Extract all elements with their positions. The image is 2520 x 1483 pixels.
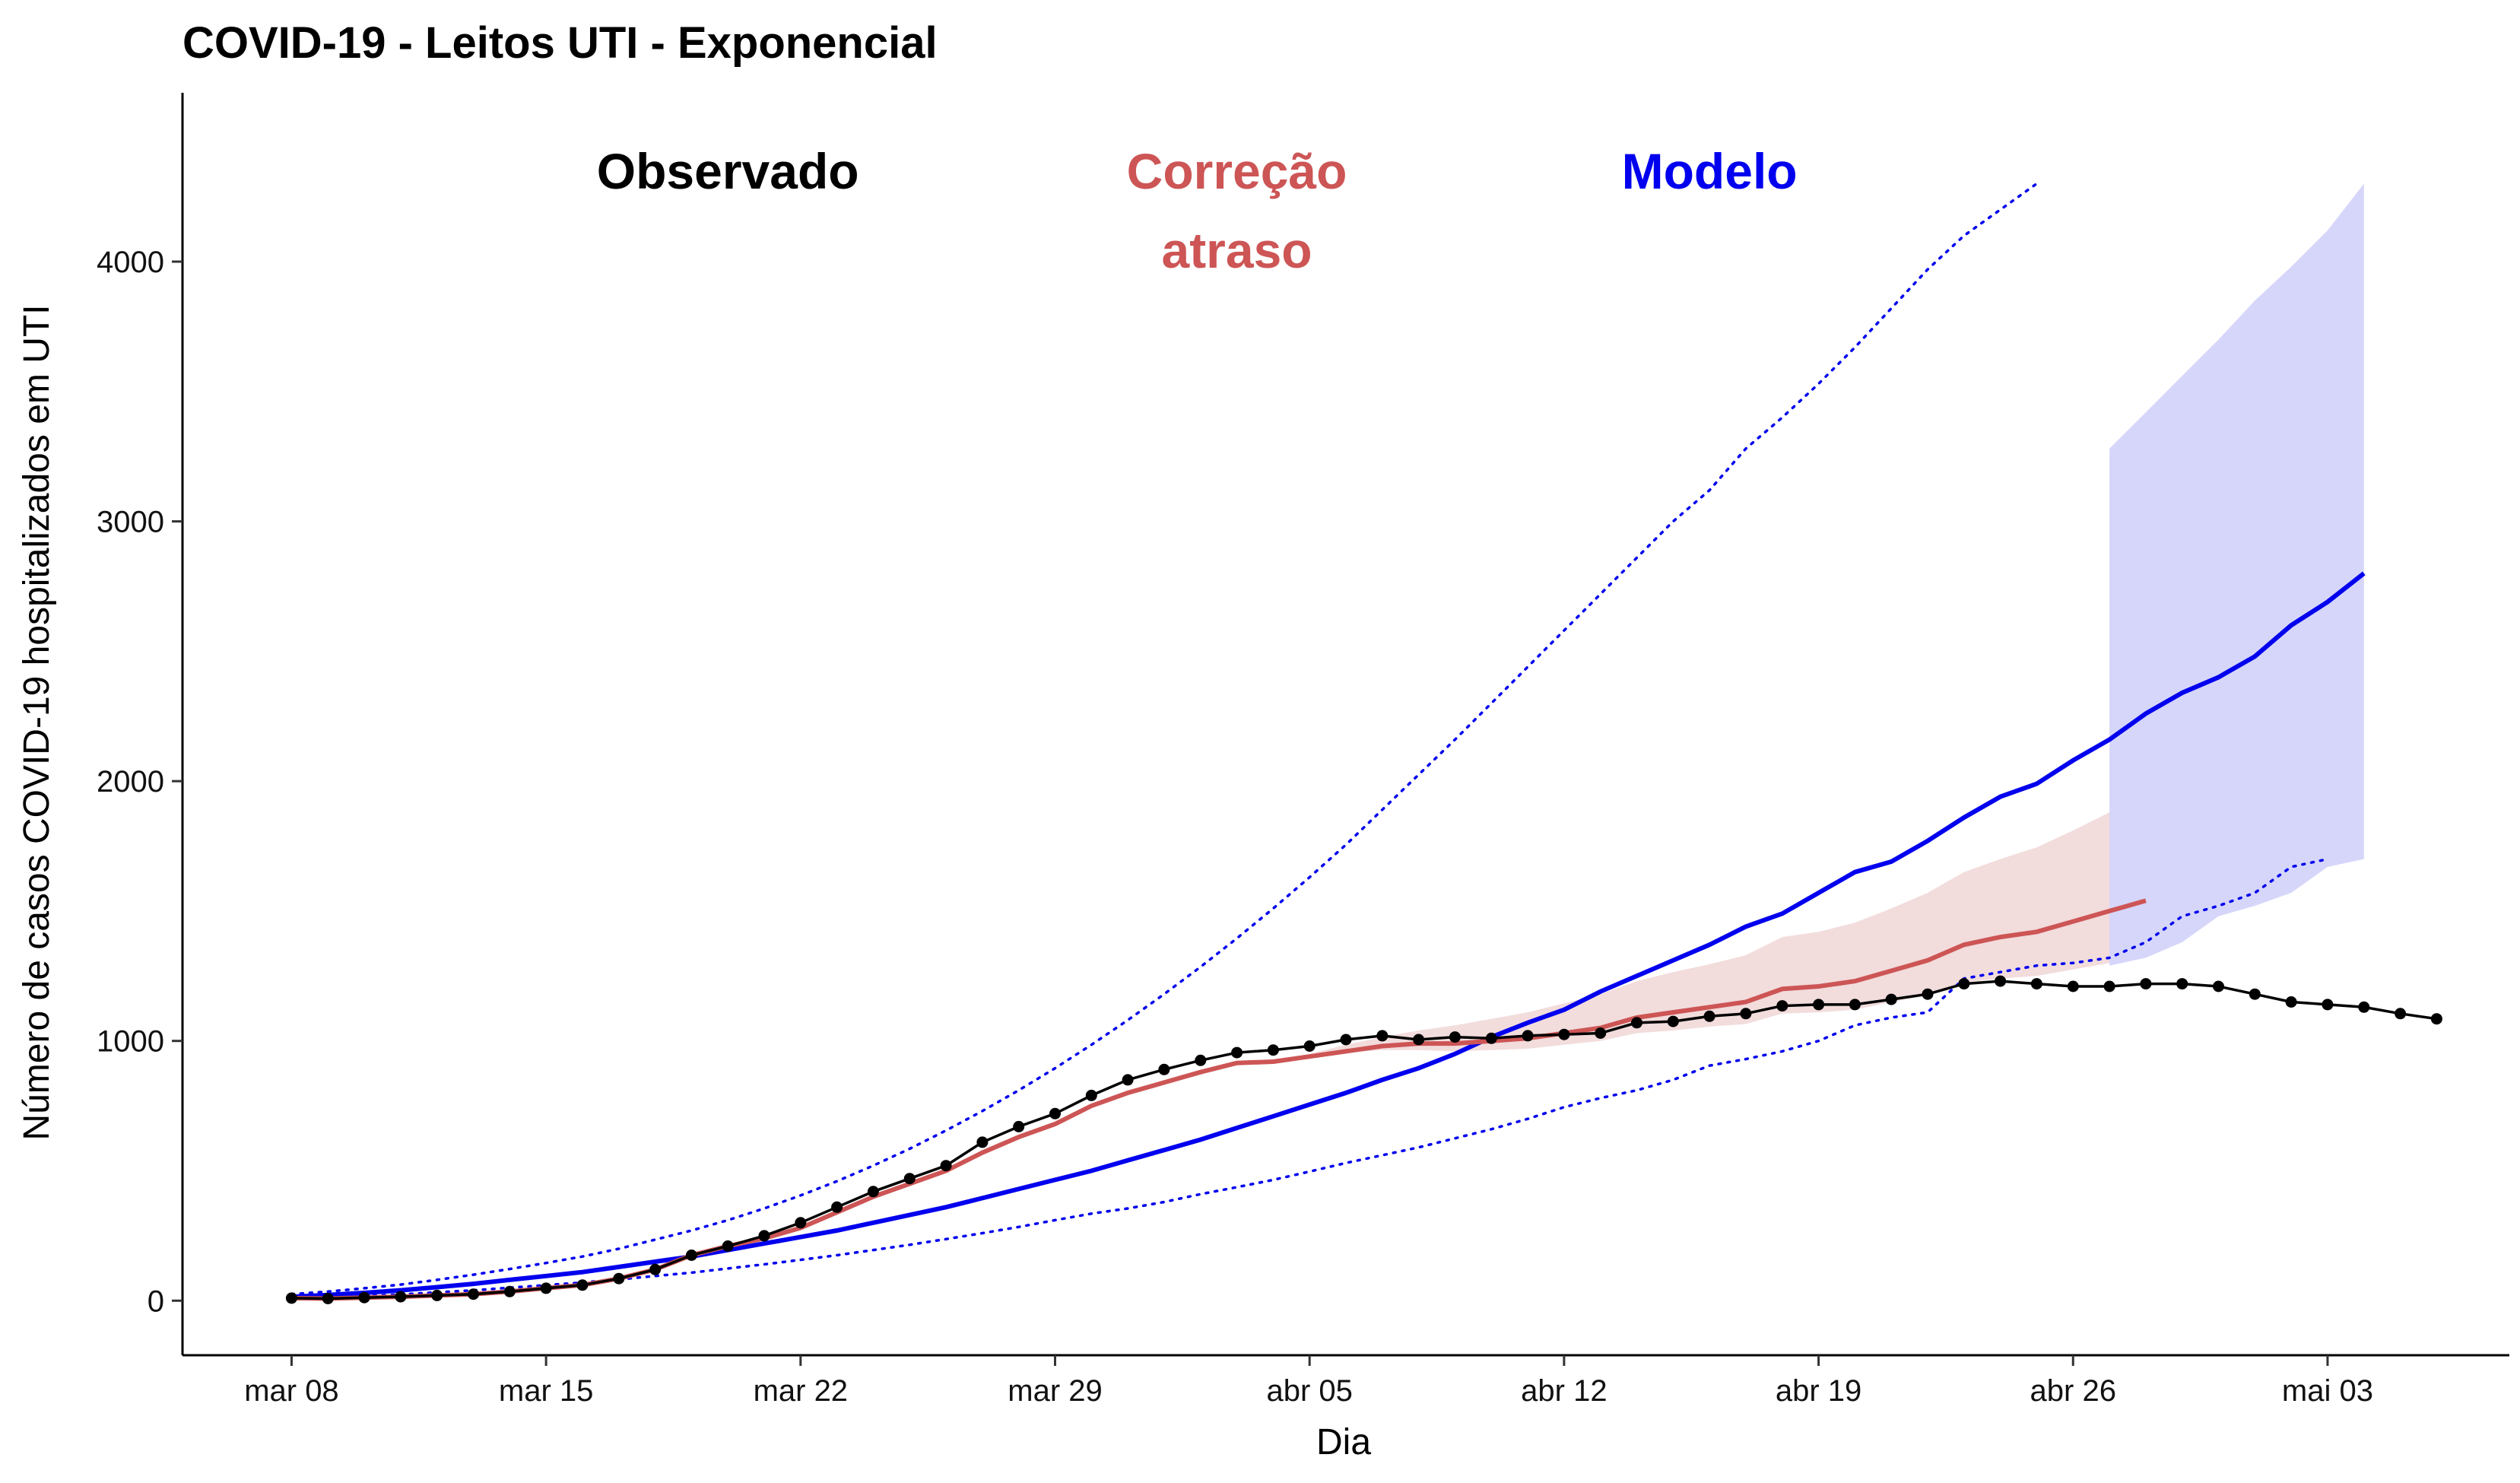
observed-point (722, 1240, 734, 1252)
model-band (2109, 183, 2364, 966)
observed-point (1195, 1054, 1207, 1066)
observed-point (903, 1173, 916, 1185)
observed-point (2067, 980, 2079, 992)
observed-point (2358, 1001, 2370, 1013)
observed-point (867, 1186, 879, 1198)
model-lower-bound-line (290, 857, 2329, 1300)
observed-point (1776, 1000, 1788, 1012)
observed-point (2213, 980, 2224, 992)
observed-point (1049, 1107, 1061, 1119)
x-tick-label: abr 19 (1776, 1374, 1861, 1408)
observed-point (1413, 1034, 1425, 1046)
annotation-label: Observado (597, 143, 859, 199)
y-tick-label: 2000 (97, 765, 164, 799)
observed-point (1303, 1040, 1316, 1052)
x-tick-label: mai 03 (2282, 1374, 2373, 1408)
observed-point (1485, 1032, 1497, 1044)
observed-point (1558, 1028, 1570, 1040)
observed-point (685, 1250, 697, 1261)
annotation-label: atraso (1162, 222, 1312, 278)
x-tick-label: mar 29 (1008, 1374, 1103, 1408)
observed-point (431, 1289, 443, 1301)
observed-point (1740, 1008, 1752, 1020)
observed-point (2285, 996, 2297, 1008)
x-tick-label: abr 12 (1521, 1374, 1607, 1408)
x-tick-label: mar 22 (754, 1374, 849, 1408)
observed-point (1376, 1030, 1389, 1042)
observed-point (540, 1282, 552, 1294)
observed-point (2140, 978, 2152, 990)
observed-point (285, 1292, 297, 1304)
observed-line (291, 980, 2437, 1300)
y-tick-label: 0 (148, 1285, 164, 1318)
observed-point (1340, 1034, 1352, 1046)
observed-point (2176, 978, 2188, 990)
observed-point (1158, 1063, 1170, 1075)
x-tick-label: abr 26 (2030, 1374, 2116, 1408)
y-axis-title: Número de casos COVID-19 hospitalizados … (17, 304, 57, 1140)
observed-point (576, 1279, 589, 1291)
observed-point (1267, 1044, 1279, 1056)
observed-point (1449, 1031, 1461, 1043)
observed-point (322, 1293, 334, 1304)
observed-point (758, 1230, 770, 1242)
observed-point (2322, 999, 2334, 1011)
observed-point (1885, 993, 1897, 1005)
observed-point (468, 1288, 479, 1300)
observed-point (795, 1217, 807, 1229)
observed-point (940, 1160, 952, 1172)
observed-point (2030, 978, 2042, 990)
plot-area: 0 1000 2000 3000 4000 mar 08 mar 15 mar 22 mar 2… (97, 93, 2509, 1408)
observed-point (1922, 988, 1934, 1000)
observed-point (1813, 999, 1825, 1011)
observed-point (1013, 1120, 1025, 1132)
x-tick-label: mar 15 (499, 1374, 594, 1408)
observed-point (2395, 1008, 2407, 1020)
observed-point (2430, 1013, 2442, 1025)
observed-point (976, 1136, 989, 1148)
observed-point (503, 1285, 516, 1297)
chart-title: COVID-19 - Leitos UTI - Exponencial (182, 18, 938, 68)
correction-band (291, 789, 2146, 1299)
observed-point (649, 1263, 662, 1275)
observed-point (1085, 1089, 1097, 1101)
observed-point (1231, 1046, 1243, 1059)
observed-point (1631, 1017, 1642, 1029)
model-upper-bound-line (290, 182, 2039, 1296)
x-axis-title: Dia (1316, 1422, 1371, 1462)
observed-point (1595, 1027, 1607, 1039)
y-tick-label: 1000 (97, 1025, 164, 1059)
observed-point (1522, 1030, 1534, 1042)
observed-point (831, 1201, 843, 1213)
observed-point (1122, 1074, 1134, 1086)
observed-point (395, 1291, 407, 1303)
observed-point (1849, 999, 1861, 1011)
observed-point (2249, 988, 2261, 1000)
observed-point (358, 1291, 370, 1304)
y-tick-label: 3000 (97, 506, 164, 539)
annotation-label: Correção (1127, 143, 1347, 199)
observed-point (1958, 978, 1970, 990)
observed-point (2103, 980, 2115, 992)
observed-point (1995, 975, 2007, 987)
x-tick-label: abr 05 (1266, 1374, 1352, 1408)
y-tick-label: 4000 (97, 246, 164, 279)
model-line (291, 571, 2366, 1300)
annotation-label: Modelo (1622, 143, 1798, 199)
observed-point (613, 1272, 625, 1285)
observed-point (1667, 1015, 1679, 1027)
x-tick-label: mar 08 (244, 1374, 339, 1408)
observed-point (1703, 1010, 1715, 1022)
